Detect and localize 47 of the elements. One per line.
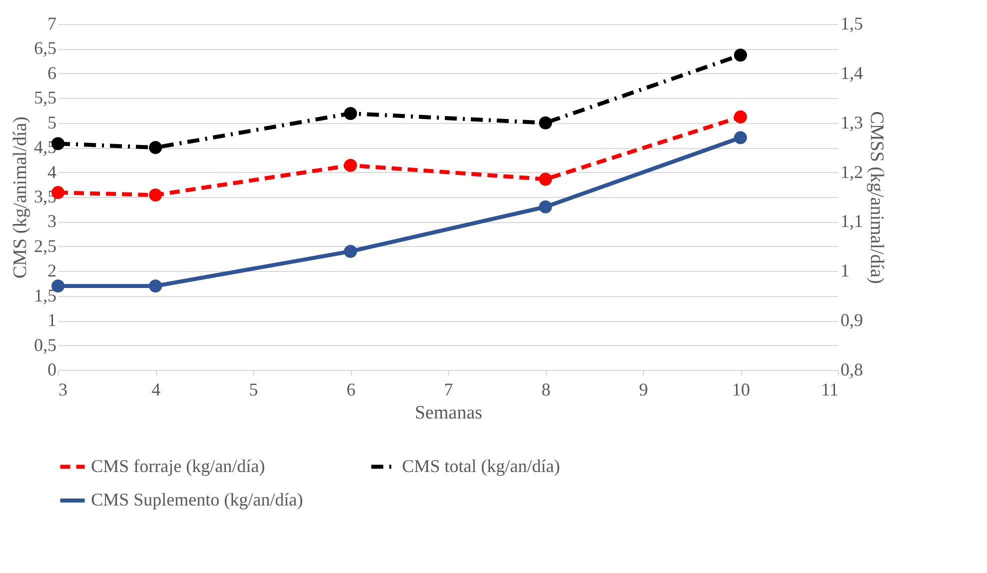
y-axis-title: CMS (kg/animal/día) [10, 116, 31, 279]
legend-label: CMS forraje (kg/an/día) [91, 456, 265, 476]
point [344, 158, 358, 172]
y-tick-label: 0 [48, 360, 56, 380]
x-axis-title: Semanas [414, 402, 482, 424]
x-tick-label: 10 [732, 380, 750, 400]
x-tick-label: 7 [444, 380, 453, 400]
x-tick-label: 11 [821, 380, 838, 400]
y-tick-label: 5,5 [34, 88, 56, 108]
x-tick-label: 9 [639, 380, 648, 400]
point [148, 141, 162, 154]
point [344, 244, 358, 258]
y2-tick-label: 0,9 [840, 310, 863, 330]
y2-tick-label: 1,2 [840, 162, 863, 182]
point [148, 188, 162, 202]
y2-tick-label: 1,1 [840, 211, 863, 232]
y-tick-label: 3 [48, 211, 56, 232]
y2-tick-label: 0,8 [840, 360, 863, 380]
y-tick-label: 4 [48, 162, 56, 182]
x-tick-label: 4 [152, 380, 160, 400]
y-tick-label: 2,5 [34, 236, 56, 256]
y2-tick-label: 1 [840, 260, 850, 281]
y2-tick-label: 1,5 [840, 14, 863, 34]
point [734, 110, 748, 124]
y-tick-label: 6 [48, 62, 56, 83]
point [538, 172, 552, 186]
point [734, 131, 748, 144]
y2-tick-label: 1,4 [840, 62, 863, 83]
legend-label: CMS total (kg/an/día) [402, 456, 560, 476]
y-tick-label: 5 [48, 112, 56, 132]
y-tick-label: 2 [48, 260, 56, 281]
point [344, 106, 358, 120]
point [538, 116, 552, 130]
y-tick-label: 1 [48, 310, 56, 330]
y-tick-label: 7 [48, 14, 56, 34]
x-tick-label: 5 [249, 380, 258, 400]
y-tick-label: 1,5 [34, 285, 56, 306]
y-tick-label: 6,5 [34, 38, 56, 58]
point [538, 200, 552, 214]
point [148, 279, 162, 292]
y2-tick-label: 1,3 [840, 112, 863, 132]
x-tick-label: 6 [346, 380, 356, 400]
legend-label: CMS Suplemento (kg/an/día) [91, 490, 303, 510]
y2-axis-title: CMSS (kg/animal/día) [866, 111, 887, 284]
point [734, 48, 748, 62]
y-tick-label: 0,5 [34, 334, 56, 355]
x-tick-label: 8 [542, 380, 550, 400]
